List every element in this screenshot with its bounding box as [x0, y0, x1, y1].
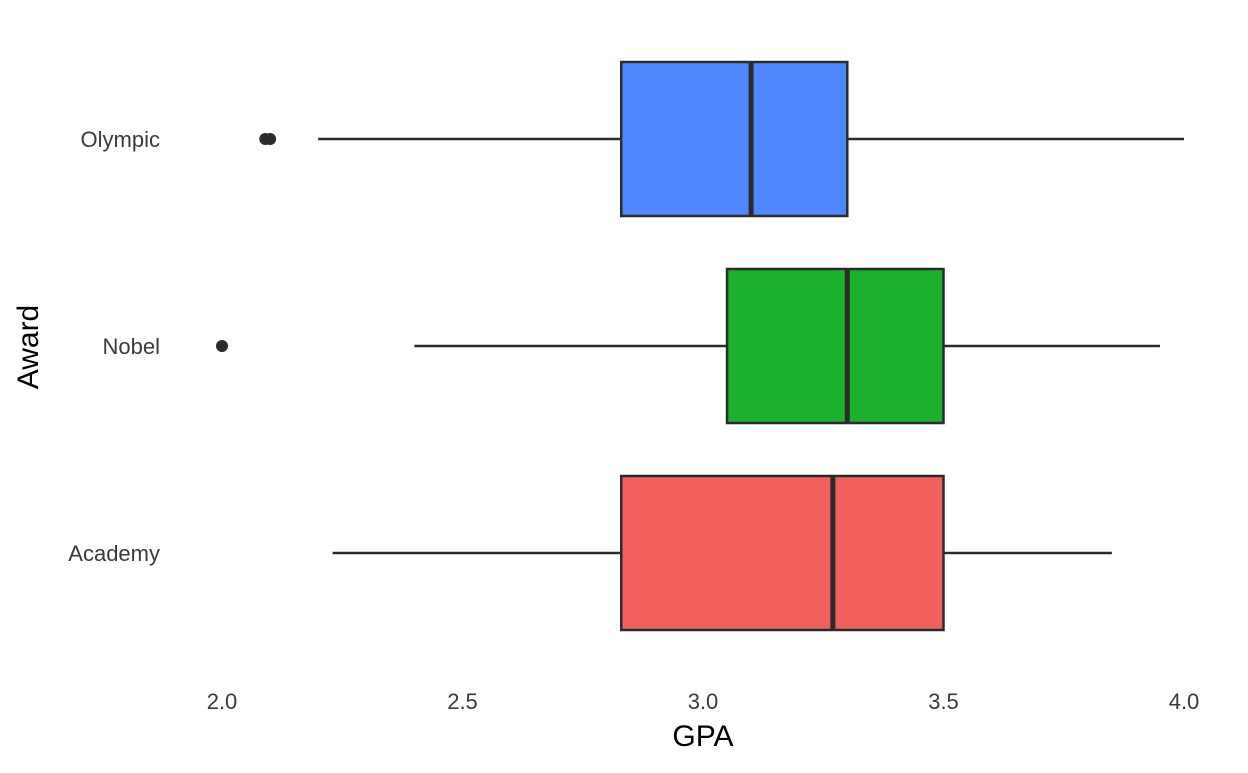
- y-tick-label-olympic: Olympic: [81, 127, 160, 152]
- box-group-academy: [332, 474, 1112, 632]
- outlier-point-nobel-0: [216, 340, 228, 352]
- y-axis-title: Award: [12, 305, 45, 390]
- plot-area: [216, 60, 1184, 632]
- x-tick-label-3-0: 3.0: [688, 689, 719, 714]
- x-axis-title: GPA: [672, 720, 733, 753]
- x-tick-label-2-5: 2.5: [447, 689, 478, 714]
- box-academy: [619, 474, 945, 632]
- outlier-point-olympic-1: [264, 133, 277, 145]
- y-tick-label-academy: Academy: [68, 541, 160, 566]
- box-nobel: [725, 267, 945, 425]
- y-axis-tick-labels: Olympic Nobel Academy: [68, 127, 160, 566]
- x-tick-label-2-0: 2.0: [207, 689, 238, 714]
- box-group-nobel: [216, 267, 1160, 425]
- x-axis-tick-labels: 2.0 2.5 3.0 3.5 4.0: [207, 689, 1200, 714]
- box-group-olympic: [259, 60, 1184, 218]
- x-tick-label-4-0: 4.0: [1169, 689, 1200, 714]
- x-tick-label-3-5: 3.5: [928, 689, 959, 714]
- y-tick-label-nobel: Nobel: [103, 334, 160, 359]
- box-olympic: [619, 60, 849, 218]
